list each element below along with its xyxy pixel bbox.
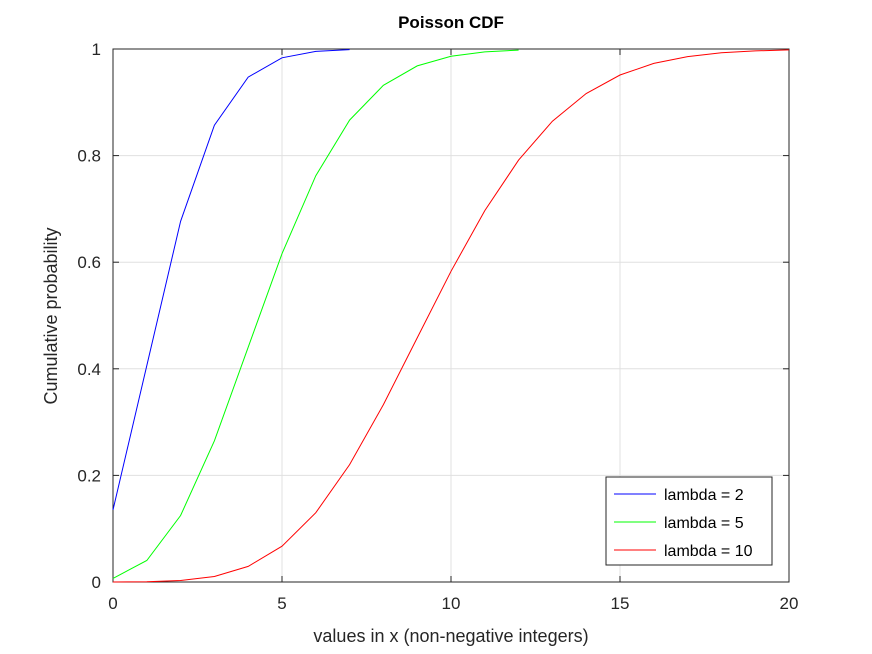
- y-tick-label: 0.4: [77, 360, 101, 379]
- series-line-lambda-2: [112, 49, 350, 511]
- series-line-lambda-10: [112, 49, 790, 583]
- x-tick-label: 10: [442, 594, 461, 613]
- series-line-lambda-5: [112, 49, 519, 579]
- y-axis-label: Cumulative probability: [41, 227, 61, 404]
- x-tick-label: 5: [277, 594, 286, 613]
- legend-label: lambda = 5: [664, 515, 744, 532]
- x-tick-label: 20: [780, 594, 799, 613]
- axis-ticks: 0 5 10 15 20 0 0.2 0.4 0.6 0.8 1: [77, 40, 798, 613]
- y-tick-label: 1: [92, 40, 101, 59]
- legend: lambda = 2 lambda = 5 lambda = 10: [605, 476, 773, 566]
- series-lines: [112, 49, 790, 583]
- y-tick-label: 0: [92, 573, 101, 592]
- legend-label: lambda = 2: [664, 487, 744, 504]
- x-tick-label: 15: [611, 594, 630, 613]
- y-tick-label: 0.2: [77, 466, 101, 485]
- x-tick-label: 0: [108, 594, 117, 613]
- y-tick-label: 0.8: [77, 147, 101, 166]
- y-tick-label: 0.6: [77, 253, 101, 272]
- x-axis-label: values in x (non-negative integers): [313, 626, 588, 646]
- chart-title: Poisson CDF: [398, 13, 504, 32]
- legend-label: lambda = 10: [664, 543, 753, 560]
